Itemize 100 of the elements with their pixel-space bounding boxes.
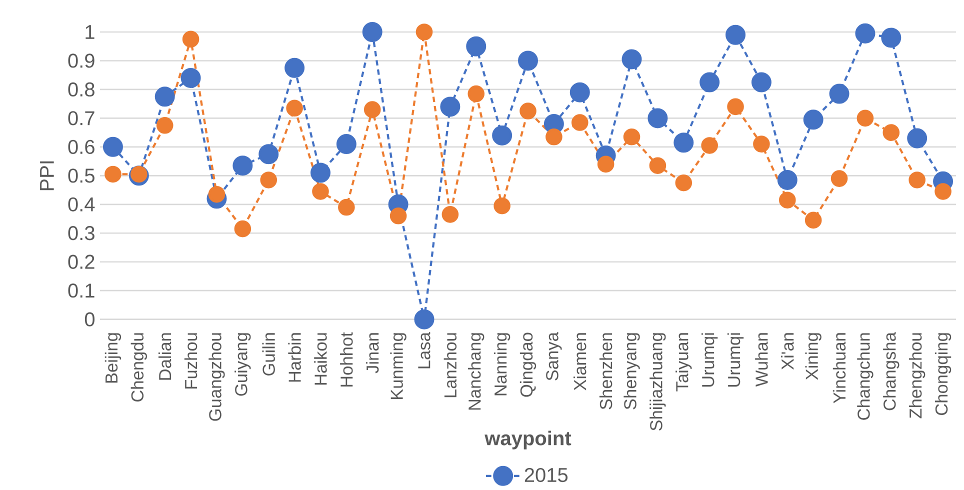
x-tick-label: Urumqi [727, 333, 744, 387]
y-tick-label: 0.5 [68, 168, 94, 183]
point [597, 156, 614, 173]
point [154, 86, 175, 107]
point [623, 128, 640, 146]
point [416, 24, 433, 40]
y-tick-label: 0.3 [68, 226, 94, 240]
x-tick-label: Nanning [494, 333, 510, 396]
point [364, 101, 381, 118]
point [284, 58, 305, 78]
point [778, 192, 796, 208]
point [336, 134, 356, 154]
x-tick-label: Urumqi [701, 333, 718, 387]
point [648, 108, 668, 128]
point [208, 186, 226, 203]
point [753, 136, 770, 152]
x-tick-label: Shijiazhuang [650, 333, 666, 431]
x-tick-label: Fuzhou [184, 333, 198, 388]
point [570, 82, 590, 102]
x-tick-label: Yinchuan [832, 333, 846, 404]
point [829, 84, 850, 104]
point [258, 144, 279, 164]
point [234, 220, 252, 238]
y-tick-label: 1 [86, 25, 94, 39]
x-tick-label: Xi'an [781, 333, 794, 370]
y-tick-label: 0.1 [68, 284, 94, 298]
point [492, 125, 512, 146]
point [803, 110, 824, 130]
x-axis-title: waypoint [484, 430, 572, 450]
point [390, 207, 407, 224]
y-tick-label: 0.7 [68, 111, 94, 126]
point [882, 124, 900, 141]
y-tick-label: 0.6 [68, 140, 94, 154]
point [855, 23, 876, 44]
point [156, 116, 174, 134]
point [180, 68, 201, 88]
point [881, 28, 902, 48]
y-tick-label: 0.9 [68, 54, 94, 68]
point [312, 183, 329, 200]
point [701, 137, 718, 154]
x-tick-label: Changchun [857, 333, 874, 420]
point [286, 100, 303, 117]
x-tick-label: Wuhan [755, 333, 768, 387]
point [104, 166, 122, 183]
point [102, 136, 123, 157]
point [674, 132, 694, 153]
x-tick-label: Shenzhen [599, 333, 612, 410]
x-tick-label: Harbin [288, 333, 301, 382]
point [830, 170, 848, 187]
x-tick-label: Guilin [262, 333, 275, 376]
point [856, 110, 874, 127]
point [751, 72, 772, 92]
point [414, 309, 434, 330]
x-tick-label: Zhengzhou [909, 333, 926, 418]
x-tick-label: Shenyang [624, 333, 640, 410]
point [546, 128, 562, 146]
point [440, 96, 460, 117]
point [649, 157, 666, 174]
x-tick-label: Changsha [883, 332, 900, 410]
point [777, 170, 798, 190]
point [442, 206, 459, 223]
point [466, 36, 486, 56]
point [520, 102, 536, 120]
x-tick-label: Chongqing [934, 333, 952, 416]
x-tick-label: Jinan [366, 333, 379, 374]
point [232, 156, 253, 176]
y-tick-label: 0.4 [68, 197, 95, 212]
point [182, 30, 200, 48]
point [260, 172, 278, 188]
point [468, 85, 485, 102]
point [907, 128, 928, 148]
x-tick-label: Guiyang [234, 333, 251, 396]
x-tick-label: Hohhot [340, 332, 353, 387]
point [675, 174, 692, 192]
x-tick-label: Sanya [546, 332, 562, 380]
point [727, 98, 744, 116]
point [518, 50, 538, 71]
x-tick-label: Haikou [314, 333, 327, 385]
x-tick-label: Chengdu [130, 333, 147, 402]
point [908, 172, 926, 188]
x-tick-label: Dalian [158, 333, 172, 380]
x-tick-label: Kunming [390, 333, 406, 400]
point [338, 198, 355, 216]
x-tick-label: Qingdao [520, 332, 536, 397]
x-tick-label: Lanzhou [444, 333, 457, 398]
point [726, 24, 746, 45]
x-tick-label: Nanchang [468, 333, 484, 410]
point [934, 183, 952, 200]
point [622, 49, 642, 70]
y-tick-label: 0.2 [68, 254, 94, 269]
point [571, 114, 588, 131]
point [804, 212, 822, 229]
point [310, 162, 330, 183]
x-tick-label: Taiyuan [676, 333, 692, 392]
legend-label: 2015 [524, 468, 568, 482]
x-tick-label: Beijing [104, 333, 122, 383]
y-axis-title: PPI [40, 161, 54, 190]
point [362, 22, 382, 42]
x-tick-label: Xiamen [574, 333, 586, 390]
y-tick-label: 0 [84, 312, 94, 326]
